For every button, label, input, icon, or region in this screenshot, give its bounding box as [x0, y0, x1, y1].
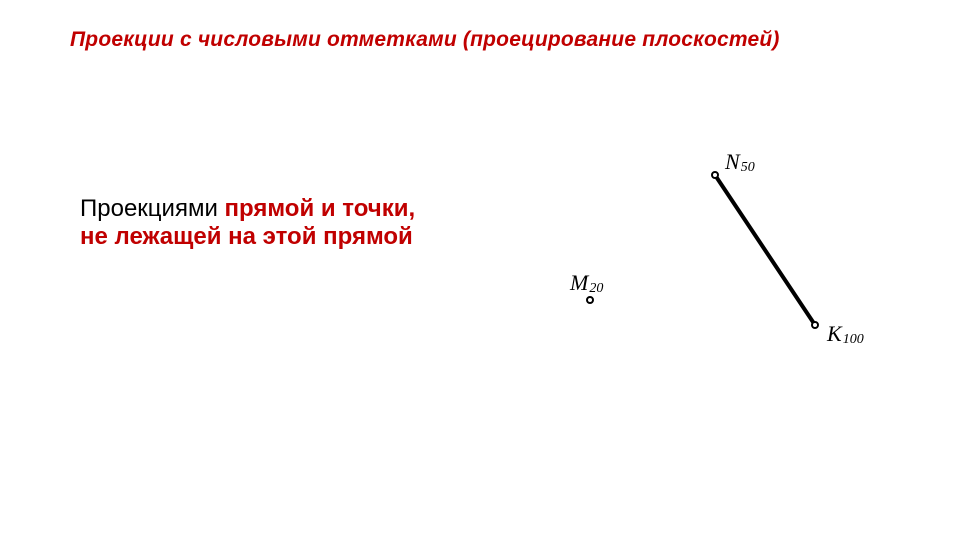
label-n-sub: 50: [741, 160, 755, 175]
label-k-sub: 100: [843, 332, 864, 347]
slide: Проекции с числовыми отметками (проециро…: [0, 0, 960, 540]
point-m: [586, 296, 594, 304]
label-n-letter: N: [725, 149, 740, 174]
diagram: M20 N50 K100: [480, 130, 910, 390]
label-m: M20: [570, 270, 603, 297]
point-k: [811, 321, 819, 329]
label-n: N50: [725, 149, 755, 176]
point-n: [711, 171, 719, 179]
label-m-letter: M: [570, 270, 588, 295]
body-text: Проекциями прямой и точки, не лежащей на…: [80, 195, 440, 250]
body-lead: Проекциями: [80, 195, 225, 222]
label-k: K100: [827, 321, 864, 348]
slide-title: Проекции с числовыми отметками (проециро…: [70, 28, 780, 52]
label-m-sub: 20: [589, 281, 603, 296]
segment-nk: [713, 174, 816, 326]
label-k-letter: K: [827, 321, 842, 346]
